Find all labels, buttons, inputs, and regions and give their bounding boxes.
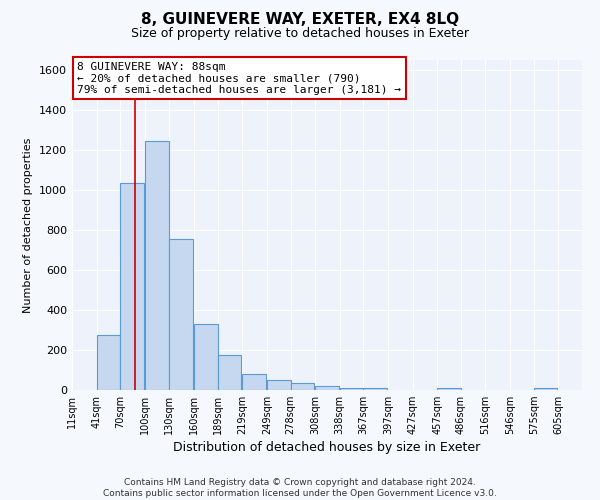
Bar bbox=[437, 388, 461, 390]
X-axis label: Distribution of detached houses by size in Exeter: Distribution of detached houses by size … bbox=[173, 442, 481, 454]
Bar bbox=[290, 383, 314, 390]
Bar bbox=[242, 374, 266, 390]
Y-axis label: Number of detached properties: Number of detached properties bbox=[23, 138, 34, 312]
Bar bbox=[218, 355, 241, 390]
Bar bbox=[364, 388, 387, 390]
Bar bbox=[194, 324, 218, 390]
Bar bbox=[169, 239, 193, 390]
Bar bbox=[120, 183, 144, 390]
Text: Contains HM Land Registry data © Crown copyright and database right 2024.
Contai: Contains HM Land Registry data © Crown c… bbox=[103, 478, 497, 498]
Bar bbox=[315, 386, 339, 390]
Bar bbox=[145, 141, 169, 390]
Bar bbox=[267, 380, 290, 390]
Text: 8, GUINEVERE WAY, EXETER, EX4 8LQ: 8, GUINEVERE WAY, EXETER, EX4 8LQ bbox=[141, 12, 459, 28]
Bar bbox=[97, 335, 120, 390]
Text: 8 GUINEVERE WAY: 88sqm
← 20% of detached houses are smaller (790)
79% of semi-de: 8 GUINEVERE WAY: 88sqm ← 20% of detached… bbox=[77, 62, 401, 95]
Text: Size of property relative to detached houses in Exeter: Size of property relative to detached ho… bbox=[131, 28, 469, 40]
Bar bbox=[340, 388, 364, 390]
Bar bbox=[534, 388, 557, 390]
